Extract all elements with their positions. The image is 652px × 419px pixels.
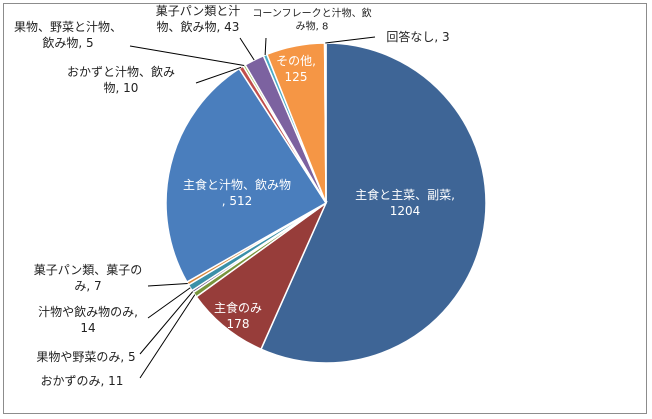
data-label-12-line-1: その他, [276,54,316,68]
data-label-11-line-2: み物, 8 [296,20,329,33]
data-label-11: コーンフレークと汁物、飲み物, 8 [252,7,371,33]
data-label-6: 菓子パン類、菓子のみ, 7 [34,263,143,293]
data-label-4-line-1: 果物や野菜のみ, 5 [36,350,135,364]
leader-line-11 [264,37,267,56]
leader-line-13 [325,36,376,44]
leader-line-6 [147,282,188,287]
leader-line-3 [139,294,196,379]
data-label-8-line-2: 物, 10 [104,81,139,95]
data-label-10-line-2: 物、飲み物, 43 [157,19,240,34]
data-label-8: おかずと汁物、飲み物, 10 [67,64,175,95]
data-label-7: 主食と汁物、飲み物 , 512 [183,177,291,208]
data-label-11-line-1: コーンフレークと汁物、飲 [252,7,371,20]
data-label-1: 主食と主菜、副菜, 1204 [355,187,455,218]
data-label-9-line-1: 果物、野菜と汁物、 [14,20,122,34]
data-label-2-line-1: 主食のみ [214,300,262,315]
data-label-9-line-2: 飲み物, 5 [42,35,93,50]
data-label-13: 回答なし, 3 [386,29,449,44]
data-label-12: その他, 125 [276,54,316,84]
data-label-9: 果物、野菜と汁物、飲み物, 5 [14,20,122,50]
data-label-1-line-1: 主食と主菜、副菜, [355,187,455,202]
data-label-2-line-2: 178 [227,317,250,331]
data-label-12-line-2: 125 [285,70,308,84]
leader-line-5 [147,287,191,319]
data-label-5-line-2: 14 [80,321,95,335]
data-label-6-line-2: み, 7 [74,279,101,293]
leader-line-9 [129,45,245,66]
data-label-7-line-1: 主食と汁物、飲み物 [183,177,291,192]
data-labels: 主食と主菜、副菜, 1204 主食のみ 178 おかずのみ, 11 果物や野菜のみ, 5 汁… [14,4,455,388]
data-label-5-line-1: 汁物や飲み物のみ, [38,304,138,319]
data-label-4: 果物や野菜のみ, 5 [36,350,135,364]
data-label-1-line-2: 1204 [390,204,421,218]
pie-slice-1 [259,42,487,364]
data-label-6-line-1: 菓子パン類、菓子の [34,263,143,277]
data-label-7-line-2: , 512 [222,194,253,208]
data-label-5: 汁物や飲み物のみ, 14 [38,304,138,335]
leader-line-4 [139,291,194,355]
data-label-8-line-1: おかずと汁物、飲み [67,64,175,79]
leader-lines [129,36,376,379]
data-label-3-line-1: おかずのみ, 11 [41,374,124,388]
data-label-10: 菓子パン類と汁物、飲み物, 43 [156,4,241,34]
leader-line-10 [239,37,255,61]
data-label-10-line-1: 菓子パン類と汁 [156,4,241,18]
pie-slice-7 [165,67,328,284]
pie-slices [165,42,487,364]
data-label-3: おかずのみ, 11 [41,374,124,388]
leader-line-8 [195,66,242,84]
data-label-13-line-1: 回答なし, 3 [386,29,449,44]
data-label-2: 主食のみ 178 [214,300,262,331]
